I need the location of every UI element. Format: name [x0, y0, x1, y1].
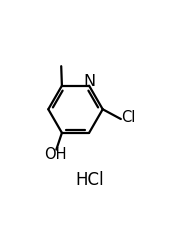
Text: OH: OH	[44, 147, 67, 162]
Text: N: N	[84, 74, 96, 89]
Text: HCl: HCl	[75, 172, 104, 189]
Text: Cl: Cl	[121, 110, 136, 125]
